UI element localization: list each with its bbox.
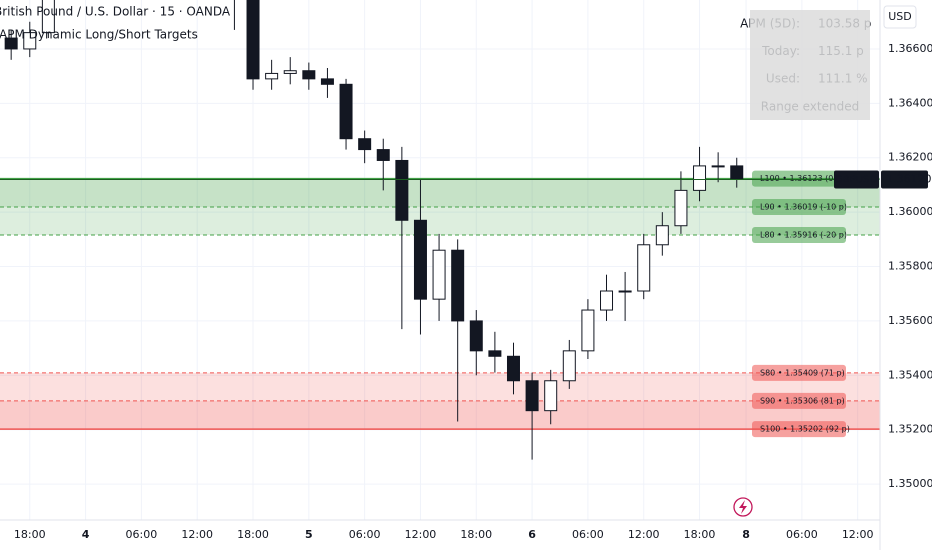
candle-body [376, 149, 390, 161]
last-price-label: 1.36120 [886, 172, 932, 185]
candle-body [693, 165, 707, 191]
candle-body [451, 249, 465, 322]
target-zone [0, 178, 880, 207]
y-tick-label: 1.35200 [888, 423, 932, 436]
candle-body [506, 355, 520, 382]
price-badge [881, 170, 928, 189]
x-tick-label: 06:00 [126, 528, 158, 541]
target-zones [0, 177, 880, 430]
x-tick-label: 18:00 [460, 528, 492, 541]
x-tick-label: 12:00 [181, 528, 213, 541]
target-pill [752, 226, 846, 243]
candle-body [618, 290, 632, 293]
x-tick-label: 18:00 [14, 528, 46, 541]
candle-body [562, 350, 576, 382]
candle-body [525, 380, 539, 412]
x-tick-label: 12:00 [842, 528, 874, 541]
x-tick-label: 06:00 [572, 528, 604, 541]
candle-body [600, 290, 614, 311]
x-tick-label: 12:00 [628, 528, 660, 541]
info-box [750, 10, 870, 120]
y-tick-label: 1.36200 [888, 151, 932, 164]
y-tick-label: 1.36400 [888, 96, 932, 109]
y-tick-label: 1.35600 [888, 314, 932, 327]
candle-body [320, 78, 334, 85]
x-tick-label: 6 [528, 528, 536, 541]
candle-body [302, 70, 316, 80]
currency[interactable]: USD [888, 10, 912, 23]
lightning [739, 500, 747, 514]
x-tick-label: 18:00 [237, 528, 269, 541]
y-tick-label: 1.36000 [888, 205, 932, 218]
target-pill [752, 364, 846, 381]
symbol: GBPUSD [835, 174, 877, 185]
candle-body [4, 37, 18, 50]
target-zone [0, 400, 880, 430]
grid [0, 0, 880, 520]
x-tick-label: 4 [82, 528, 90, 541]
candle-body [469, 320, 483, 352]
target-label: L100 • 1.36123 (0 p) [760, 174, 844, 183]
chart-title: British Pound / U.S. Dollar · 15 · OANDA [0, 5, 231, 19]
target-pill [752, 170, 846, 187]
candle-body [637, 244, 651, 292]
target-pill [752, 198, 846, 215]
candle-body [488, 350, 502, 357]
target-label: L90 • 1.36019 (-10 p) [760, 202, 847, 211]
y-tick-label: 1.36600 [888, 42, 932, 55]
indicator-name: APM Dynamic Long/Short Targets [0, 28, 198, 42]
x-tick-label: 18:00 [684, 528, 716, 541]
target-label: L80 • 1.35916 (-20 p) [760, 230, 847, 239]
target-label: S80 • 1.35409 (71 p) [760, 368, 845, 377]
candle-body [711, 165, 725, 168]
target-label: S100 • 1.35202 (92 p) [760, 425, 850, 434]
candle-body [674, 189, 688, 227]
symbol-badge [834, 170, 879, 189]
candle-body [23, 32, 37, 50]
target-pill [752, 421, 846, 438]
currency-button[interactable] [883, 5, 917, 29]
candle-body [544, 380, 558, 412]
x-tick-label: 5 [305, 528, 313, 541]
candle-body [339, 83, 353, 140]
candle-body [41, 0, 55, 34]
target-zone [0, 372, 880, 401]
candle-body [246, 0, 260, 80]
y-tick-label: 1.35400 [888, 368, 932, 381]
candle-body [265, 72, 279, 80]
candle-body [283, 70, 297, 74]
x-tick-label: 06:00 [786, 528, 818, 541]
candle-body [358, 138, 372, 151]
candle-body [581, 309, 595, 352]
y-tick-label: 1.35000 [888, 477, 932, 490]
x-tick-label: 12:00 [405, 528, 437, 541]
candle-body [730, 165, 744, 180]
target-pill [752, 392, 846, 409]
target-label: S90 • 1.35306 (81 p) [760, 396, 845, 405]
candle-body [395, 159, 409, 221]
target-zone [0, 206, 880, 235]
candle-body [432, 249, 446, 300]
x-tick-label: 06:00 [349, 528, 381, 541]
y-tick-label: 1.35800 [888, 260, 932, 273]
x-tick-label: 8 [742, 528, 750, 541]
candle-body [413, 219, 427, 300]
candles [4, 0, 744, 460]
candle-body [655, 225, 669, 246]
